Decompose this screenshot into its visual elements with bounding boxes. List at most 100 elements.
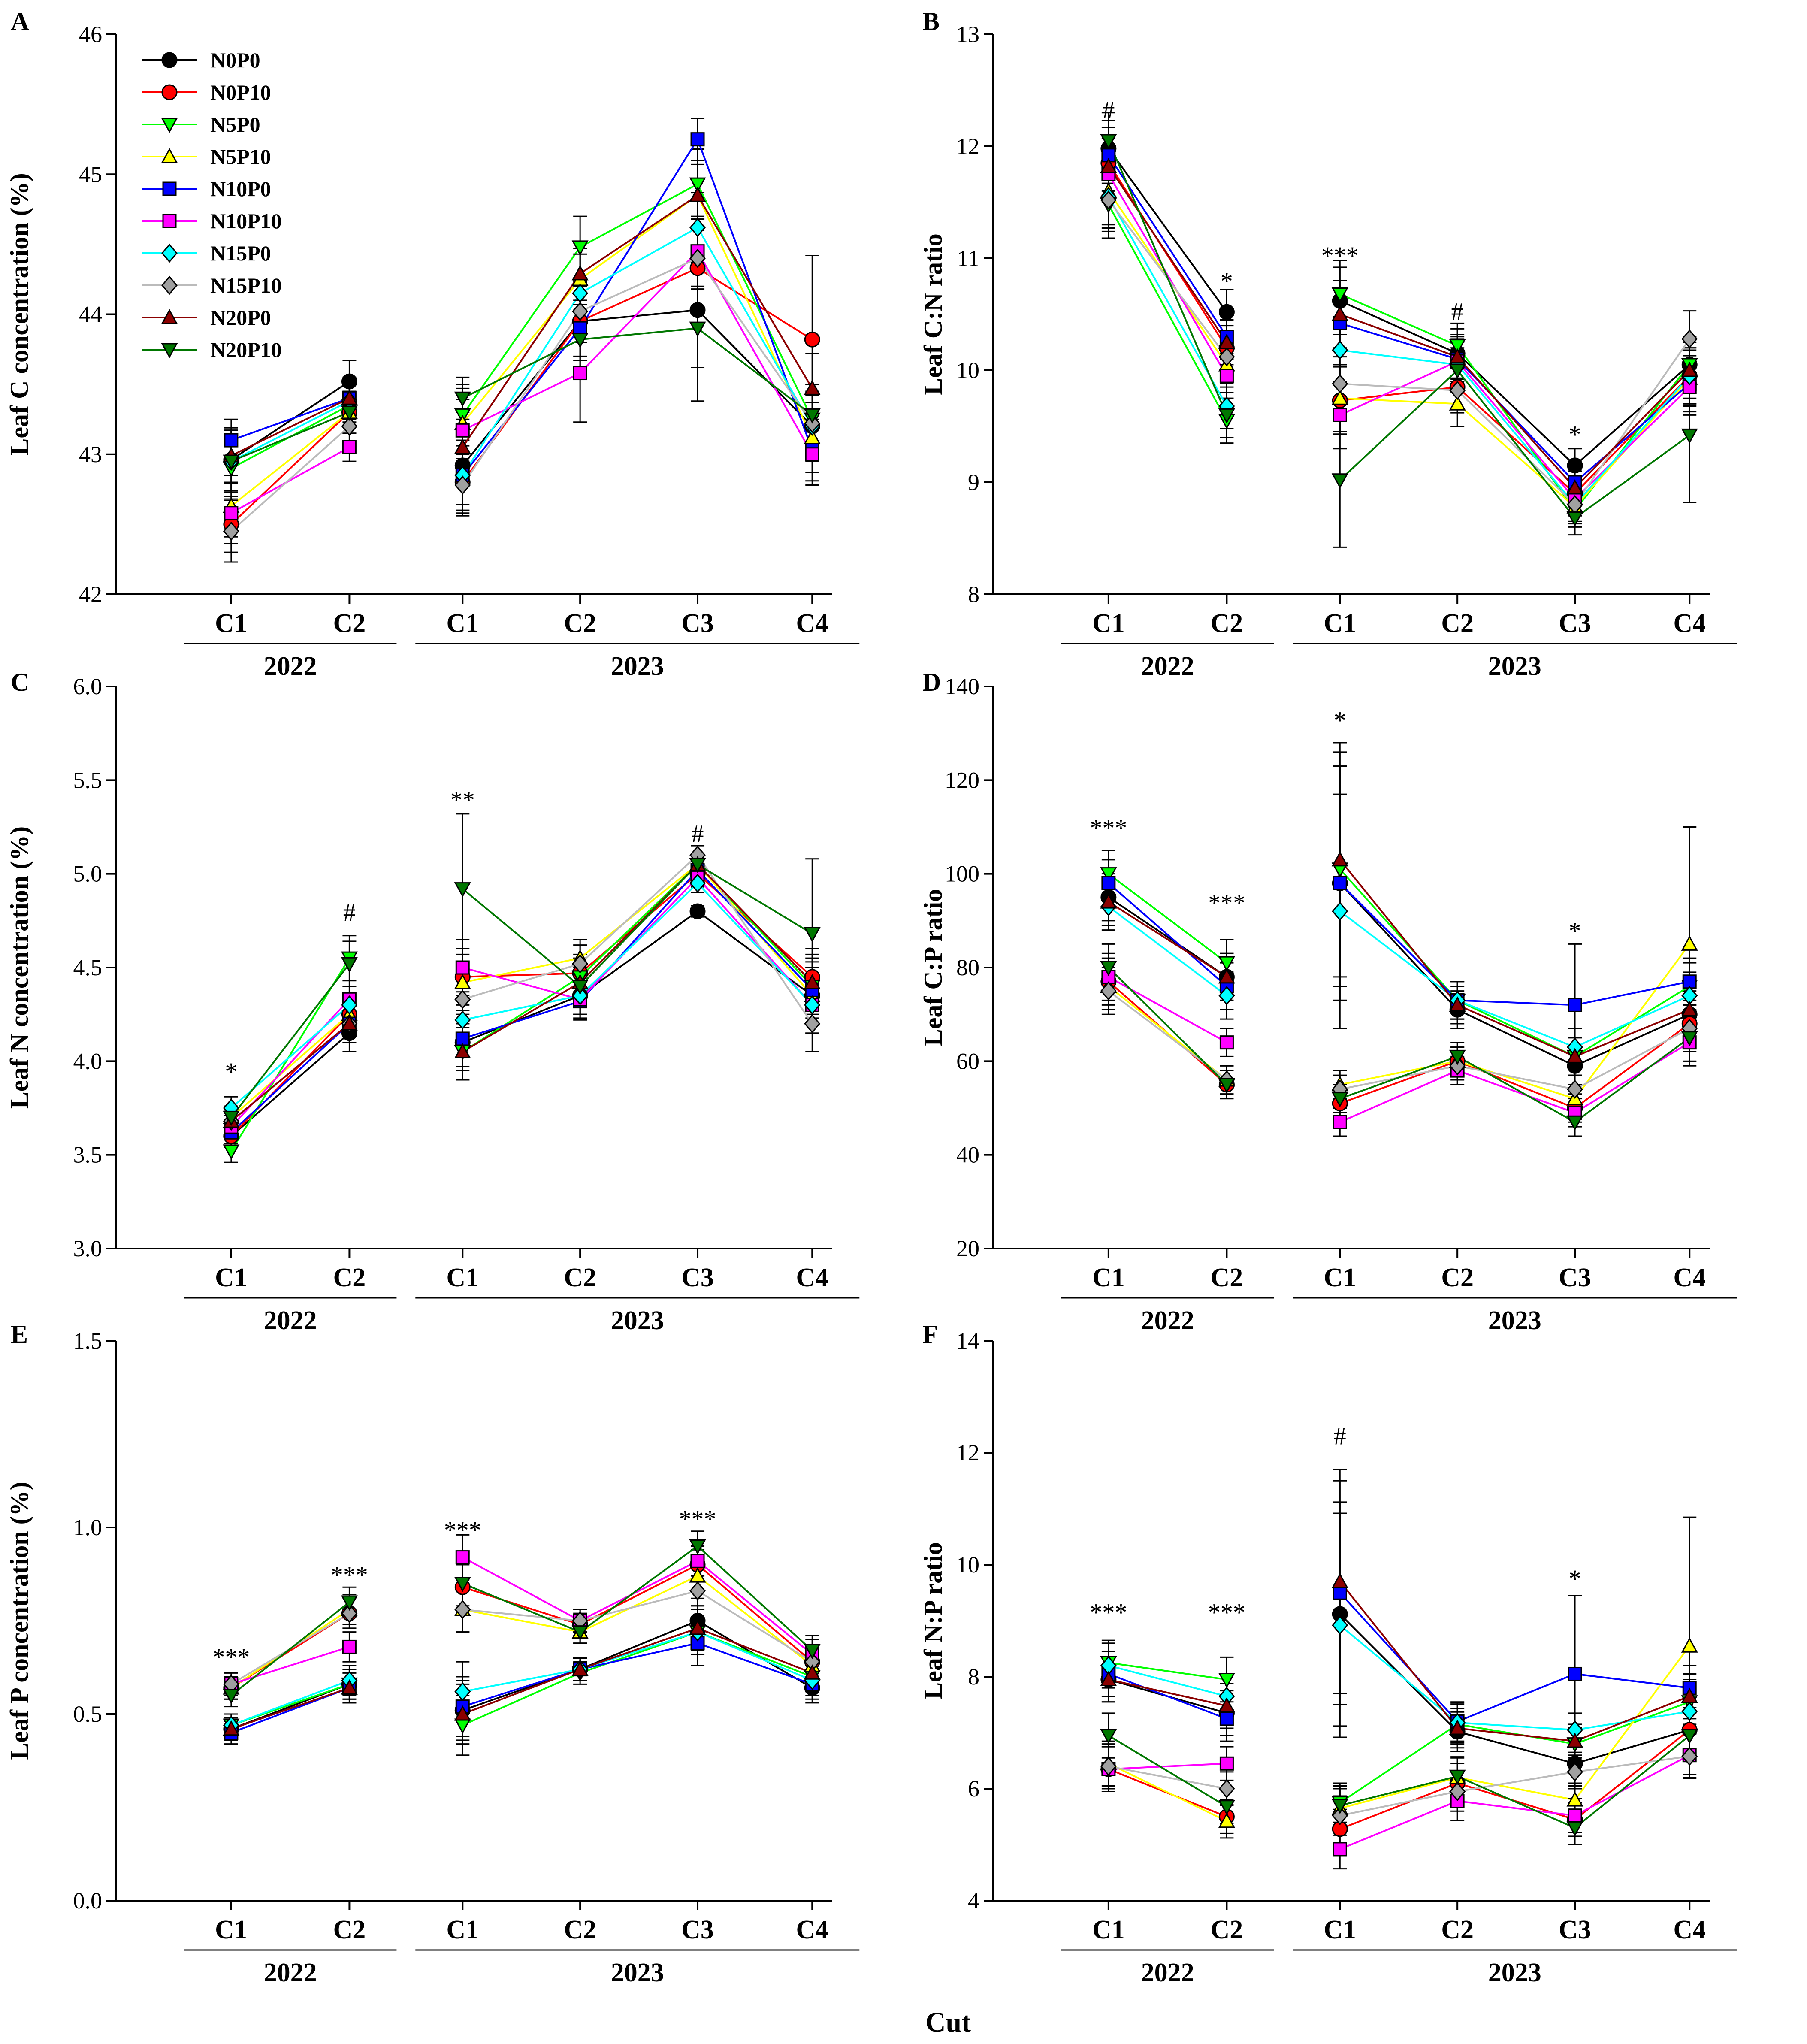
x-tick-label: C1 (446, 1263, 479, 1292)
series-n15p0 (1101, 793, 1697, 1067)
series-line (1339, 322, 1690, 484)
y-tick-label: 120 (945, 767, 979, 793)
x-tick-label: C4 (796, 609, 828, 638)
data-point (224, 506, 239, 520)
series-line (1108, 1765, 1227, 1790)
series-line (462, 194, 813, 438)
series-line (1339, 1041, 1690, 1123)
y-axis-label: Leaf C:P ratio (919, 889, 947, 1046)
y-tick-label: 80 (956, 955, 979, 980)
y-tick-label: 8 (968, 581, 979, 607)
y-tick-label: 11 (957, 245, 979, 271)
series-n20p0 (1101, 742, 1697, 1076)
x-tick-label: C3 (681, 1915, 714, 1944)
significance-mark: # (692, 819, 704, 847)
series-n20p0 (224, 854, 819, 1133)
legend-marker (162, 181, 177, 196)
y-tick-label: 100 (945, 861, 979, 887)
year-label: 2023 (611, 1958, 664, 1987)
data-point (1219, 1035, 1234, 1050)
data-point (341, 390, 358, 405)
data-point (341, 1603, 358, 1623)
y-tick-label: 4.5 (73, 955, 103, 980)
y-tick-label: 5.0 (73, 861, 103, 887)
series-line (1339, 313, 1690, 489)
data-point (1331, 1092, 1348, 1107)
data-point (689, 903, 706, 919)
data-point (454, 1718, 471, 1734)
legend-entry: N15P10 (210, 273, 282, 297)
data-point (342, 1639, 357, 1654)
data-point (454, 1600, 471, 1619)
x-tick-label: C3 (681, 1263, 714, 1292)
data-point (1101, 876, 1116, 890)
series-line (462, 226, 813, 476)
data-point (1331, 1573, 1348, 1588)
legend-entry: N0P10 (210, 80, 271, 104)
series-line (230, 397, 350, 457)
data-point (689, 1539, 706, 1555)
data-point (689, 187, 706, 202)
series-line (1339, 883, 1690, 1006)
x-tick-label: C1 (215, 609, 248, 638)
data-point (1219, 369, 1234, 383)
data-point (1567, 457, 1583, 474)
data-point (689, 302, 706, 318)
data-point (1449, 1056, 1466, 1076)
data-point (1333, 1115, 1347, 1129)
significance-mark: * (1569, 1565, 1581, 1593)
x-tick-label: C4 (796, 1263, 828, 1292)
series-line (1339, 1613, 1690, 1765)
data-point (689, 1581, 706, 1601)
y-axis-label: Leaf C:N ratio (919, 233, 947, 395)
data-point (1681, 1031, 1698, 1046)
panel-label: A (11, 7, 29, 36)
series-line (462, 863, 813, 1053)
data-point (1100, 1729, 1117, 1745)
data-point (1218, 1697, 1235, 1713)
series-line (462, 1642, 813, 1708)
series-line (1340, 375, 1690, 495)
series-line (462, 1556, 813, 1655)
series-line (1339, 1581, 1690, 1742)
x-tick-label: C4 (1673, 1915, 1706, 1944)
data-point (454, 475, 471, 495)
series-n20p10 (224, 288, 819, 493)
series-n0p10 (224, 1549, 819, 1700)
x-tick-label: C1 (1092, 1263, 1125, 1292)
legend-entry: N20P10 (210, 338, 282, 362)
data-point (341, 957, 358, 973)
series-line (1108, 1678, 1227, 1707)
data-point (804, 408, 821, 424)
series-line (230, 1004, 350, 1109)
data-point (804, 1664, 821, 1680)
series-line (1108, 1763, 1227, 1770)
data-point (804, 927, 821, 943)
data-point (690, 1554, 705, 1568)
series-n15p0 (1101, 1512, 1697, 1748)
year-label: 2023 (1488, 652, 1541, 681)
data-point (1449, 1049, 1466, 1065)
series-line (462, 183, 813, 420)
data-point (341, 1679, 358, 1695)
significance-mark: * (1221, 267, 1233, 295)
series-line (1108, 882, 1227, 987)
x-tick-label: C3 (1559, 1915, 1591, 1944)
data-point (573, 366, 587, 381)
series-n5p10 (224, 854, 819, 1130)
series-line (462, 868, 813, 1040)
legend-marker (161, 343, 178, 359)
year-label: 2022 (264, 652, 317, 681)
data-point (571, 980, 589, 995)
series-line (230, 1013, 350, 1137)
series-line (230, 411, 350, 525)
panel-label: D (922, 668, 941, 696)
y-tick-label: 1.5 (73, 1328, 103, 1354)
legend-marker (161, 148, 178, 163)
x-tick-label: C2 (333, 1263, 366, 1292)
data-point (571, 1625, 589, 1641)
series-n5p0 (1101, 751, 1697, 1076)
significance-mark: *** (1208, 1599, 1245, 1627)
legend-marker (162, 214, 177, 228)
